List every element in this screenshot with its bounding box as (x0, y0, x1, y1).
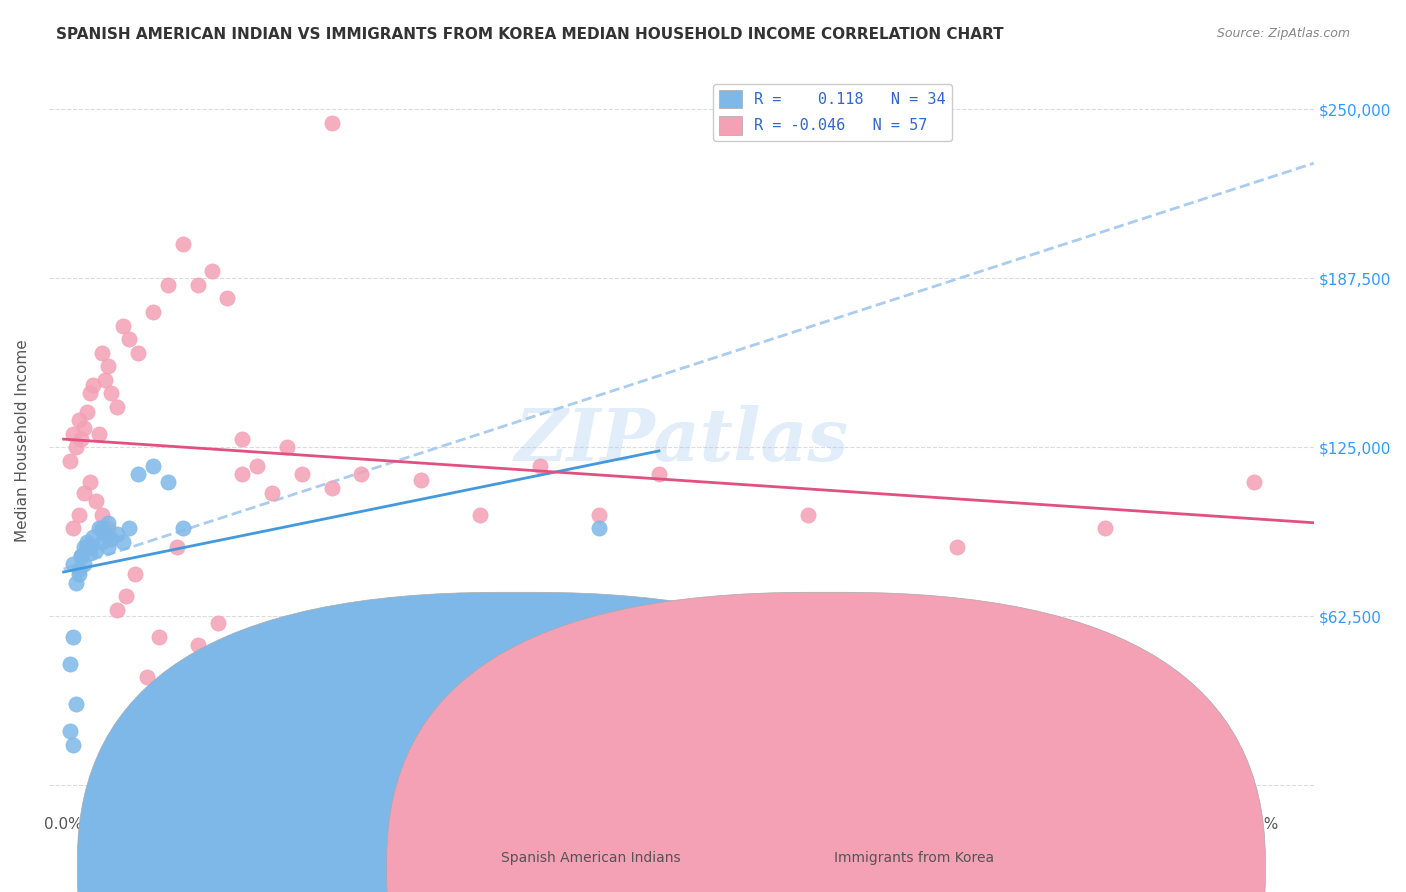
Point (91, 535, 114, 549)
Point (105, 400, 128, 414)
Point (156, 277, 179, 292)
Point (166, 541, 188, 555)
Point (89, 426, 111, 441)
Point (118, 521, 141, 535)
Point (82, 530, 104, 544)
Point (105, 602, 128, 616)
Point (97, 541, 120, 555)
Point (100, 386, 122, 401)
Text: ZIPatlas: ZIPatlas (515, 405, 848, 476)
Point (62, 630, 84, 644)
Point (148, 630, 170, 644)
Point (588, 521, 610, 535)
Point (73, 486, 96, 500)
Point (97, 359, 120, 373)
Point (105, 527, 128, 541)
Point (588, 508, 610, 522)
Point (62, 426, 84, 441)
Point (1243, 475, 1265, 490)
Point (67, 567, 90, 582)
Point (86, 494, 108, 508)
Point (231, 432, 253, 446)
Point (58, 657, 80, 671)
Point (91, 345, 114, 359)
Point (187, 638, 209, 652)
Point (156, 475, 179, 490)
Point (67, 562, 90, 576)
Point (86, 543, 108, 558)
Point (127, 345, 149, 359)
Point (260, 486, 283, 500)
Point (79, 546, 101, 560)
Point (246, 459, 269, 474)
Point (945, 541, 967, 555)
Point (70, 549, 93, 563)
Point (321, 481, 343, 495)
Point (73, 557, 96, 571)
Point (470, 508, 492, 522)
Text: Spanish American Indians: Spanish American Indians (501, 851, 681, 865)
Point (82, 378, 104, 392)
Point (97, 516, 120, 530)
Point (142, 459, 165, 474)
Point (91, 508, 114, 522)
Point (73, 421, 96, 435)
Point (529, 459, 551, 474)
Point (79, 541, 101, 555)
Point (124, 567, 146, 582)
Point (648, 467, 671, 482)
Point (276, 440, 298, 454)
Point (91, 521, 114, 535)
Point (58, 454, 80, 468)
Point (70, 432, 93, 446)
Text: Immigrants from Korea: Immigrants from Korea (834, 851, 994, 865)
Point (187, 277, 209, 292)
Point (79, 475, 101, 490)
Point (1094, 521, 1116, 535)
Point (62, 557, 84, 571)
Point (97, 521, 120, 535)
Point (231, 467, 253, 482)
Point (350, 467, 373, 482)
Point (409, 473, 432, 487)
Point (62, 521, 84, 535)
Point (62, 738, 84, 752)
Point (65, 440, 87, 454)
Point (797, 508, 820, 522)
Point (207, 616, 229, 631)
Point (94, 527, 117, 541)
Point (112, 318, 135, 333)
Point (291, 467, 314, 482)
Point (172, 521, 194, 535)
Point (79, 386, 101, 401)
Point (65, 575, 87, 590)
Point (67, 413, 90, 427)
Point (201, 264, 224, 278)
Point (76, 535, 98, 549)
Y-axis label: Median Household Income: Median Household Income (15, 339, 30, 542)
Legend: R =    0.118   N = 34, R = -0.046   N = 57: R = 0.118 N = 34, R = -0.046 N = 57 (713, 84, 952, 141)
Point (89, 521, 111, 535)
Point (115, 589, 138, 603)
Point (127, 467, 149, 482)
Point (70, 549, 93, 563)
Text: SPANISH AMERICAN INDIAN VS IMMIGRANTS FROM KOREA MEDIAN HOUSEHOLD INCOME CORRELA: SPANISH AMERICAN INDIAN VS IMMIGRANTS FR… (56, 27, 1004, 42)
Point (142, 305, 165, 319)
Point (67, 508, 90, 522)
Point (94, 373, 117, 387)
Point (112, 535, 135, 549)
Text: Source: ZipAtlas.com: Source: ZipAtlas.com (1216, 27, 1350, 40)
Point (100, 533, 122, 547)
Point (321, 115, 343, 129)
Point (172, 237, 194, 252)
Point (136, 670, 159, 684)
Point (65, 698, 87, 712)
Point (73, 541, 96, 555)
Point (76, 541, 98, 555)
Point (118, 332, 141, 346)
Point (217, 292, 239, 306)
Point (58, 724, 80, 739)
Point (76, 405, 98, 419)
